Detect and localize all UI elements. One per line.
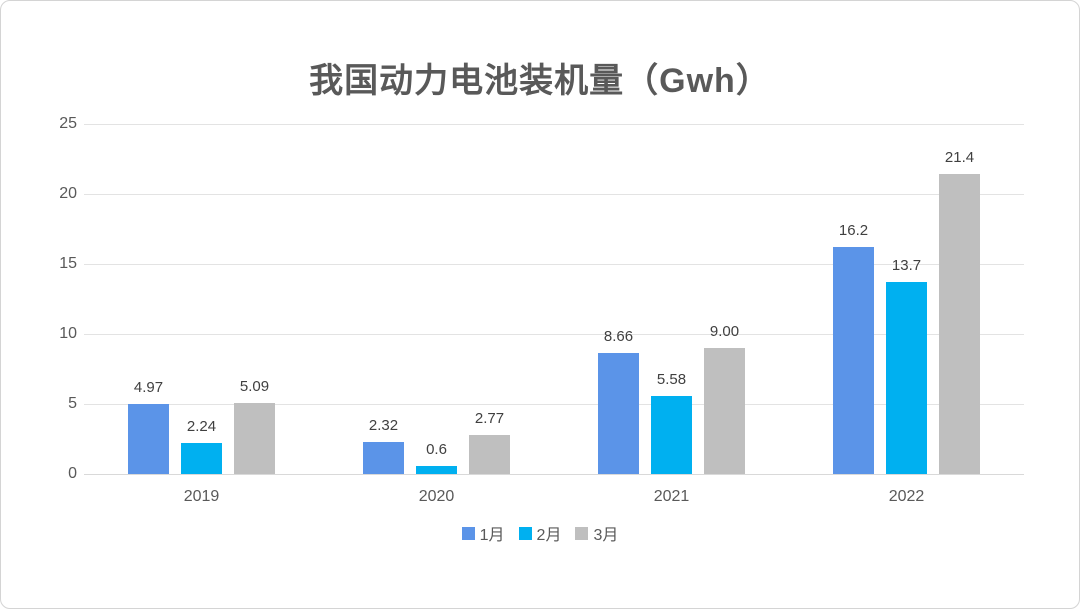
y-tick-label-15: 15 <box>59 255 77 272</box>
gridline-y-25 <box>84 123 1024 125</box>
bar-3月-2021 <box>704 348 745 474</box>
gridline-y-20 <box>84 193 1024 195</box>
legend-swatch-icon <box>575 526 589 540</box>
x-tick-label-2022: 2022 <box>888 488 925 505</box>
data-label-3月-2020: 2.77 <box>474 410 505 428</box>
y-tick-label-25: 25 <box>59 115 77 132</box>
legend-label: 2月 <box>536 527 562 544</box>
legend-item-3月: 3月 <box>575 521 618 545</box>
data-label-1月-2021: 8.66 <box>603 327 634 345</box>
chart-title: 我国动力电池装机量（Gwh） <box>309 62 771 100</box>
data-label-1月-2020: 2.32 <box>368 416 399 434</box>
y-tick-label-5: 5 <box>68 395 77 412</box>
legend-label: 1月 <box>479 527 505 544</box>
legend-item-1月: 1月 <box>461 521 505 545</box>
data-label-3月-2019: 5.09 <box>239 377 270 395</box>
legend-item-2月: 2月 <box>518 521 562 545</box>
x-tick-label-2020: 2020 <box>418 488 455 505</box>
y-tick-label-20: 20 <box>59 185 77 202</box>
data-label-3月-2021: 9.00 <box>709 323 740 340</box>
gridline-y-0 <box>84 473 1024 475</box>
data-label-2月-2020: 0.6 <box>426 440 447 458</box>
bar-1月-2020 <box>363 441 404 474</box>
legend-swatch-icon <box>461 526 475 540</box>
gridline-y-10 <box>84 333 1024 335</box>
legend-swatch-icon <box>518 526 532 540</box>
plot-area: 0 5 10 15 20 25 4.97 2.24 5.09 2019 2.32 0.6 2.77 202… <box>59 115 1024 505</box>
legend: 1月 2月 3月 <box>1 521 1079 545</box>
data-label-1月-2019: 4.97 <box>133 379 164 397</box>
bar-1月-2022 <box>833 247 874 474</box>
bar-2月-2019 <box>181 442 222 474</box>
bar-2月-2021 <box>651 395 692 474</box>
data-label-2月-2019: 2.24 <box>186 417 217 435</box>
data-label-1月-2022: 16.2 <box>838 222 869 240</box>
legend-label: 3月 <box>593 527 619 544</box>
bar-3月-2019 <box>234 402 275 474</box>
data-label-2月-2021: 5.58 <box>656 370 687 388</box>
y-tick-label-10: 10 <box>59 325 77 342</box>
x-tick-label-2021: 2021 <box>653 488 690 505</box>
bar-2月-2020 <box>416 465 457 474</box>
data-label-2月-2022: 13.7 <box>891 257 922 275</box>
bar-1月-2019 <box>128 404 169 474</box>
bar-3月-2022 <box>939 174 980 474</box>
gridline-y-15 <box>84 263 1024 265</box>
gridline-y-5 <box>84 403 1024 405</box>
bar-3月-2020 <box>469 435 510 474</box>
y-tick-label-0: 0 <box>68 465 77 482</box>
bar-2月-2022 <box>886 282 927 474</box>
bar-1月-2021 <box>598 352 639 474</box>
x-tick-label-2019: 2019 <box>183 488 220 505</box>
data-label-3月-2022: 21.4 <box>944 149 975 167</box>
